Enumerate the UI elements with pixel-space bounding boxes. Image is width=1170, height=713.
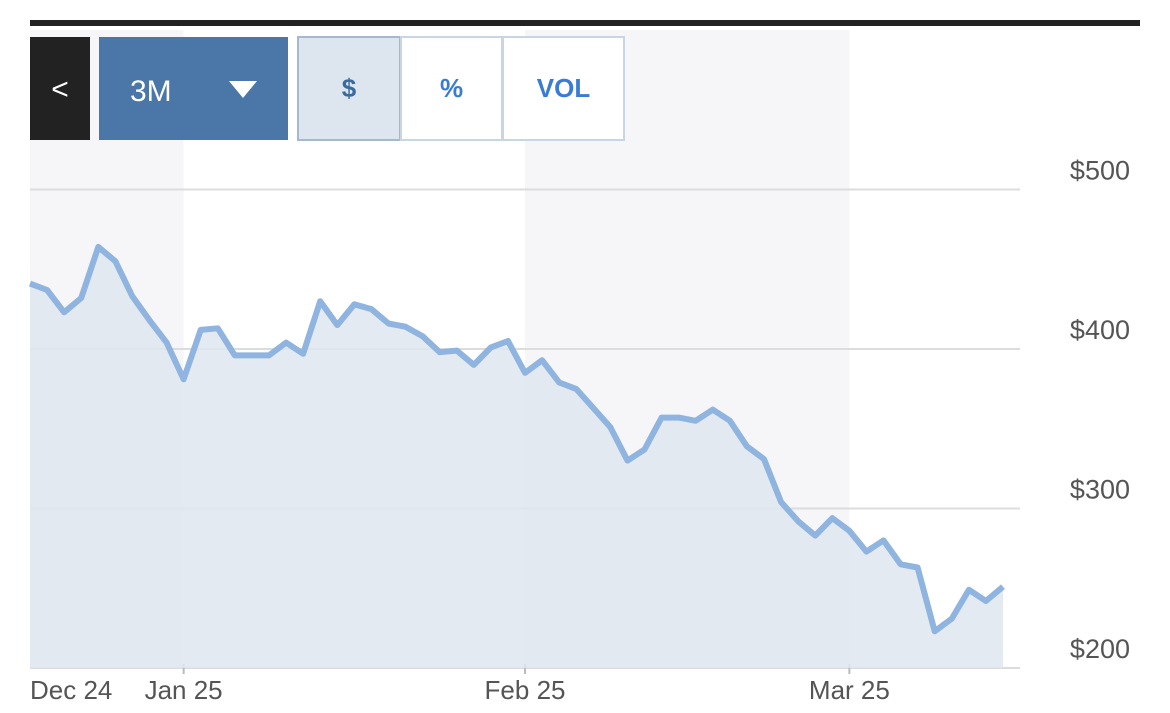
price-line (28, 243, 1005, 635)
y-tick-label: $400 (1070, 315, 1130, 345)
y-tick-label: $200 (1070, 634, 1130, 664)
mode-label[interactable]: % (440, 73, 463, 103)
x-tick-label: Mar 25 (809, 675, 890, 705)
x-tick-label: Feb 25 (485, 675, 566, 705)
y-tick-label: $300 (1070, 475, 1130, 505)
x-tick-label: Dec 24 (30, 675, 112, 705)
top-bar (30, 20, 1140, 26)
mode-label[interactable]: VOL (537, 73, 591, 103)
mode-button[interactable] (400, 36, 503, 141)
x-tick-label: Jan 25 (145, 675, 223, 705)
dropdown-arrow[interactable] (229, 81, 257, 98)
back-button[interactable] (30, 37, 90, 140)
area-fill (30, 246, 1003, 668)
back-icon[interactable]: < (51, 73, 69, 106)
range-button[interactable] (99, 37, 288, 140)
y-tick-label: $500 (1070, 156, 1130, 186)
range-label[interactable]: 3M (130, 75, 172, 108)
mode-button[interactable] (502, 36, 625, 141)
mode-button[interactable] (297, 36, 401, 141)
mode-label[interactable]: $ (342, 73, 357, 103)
